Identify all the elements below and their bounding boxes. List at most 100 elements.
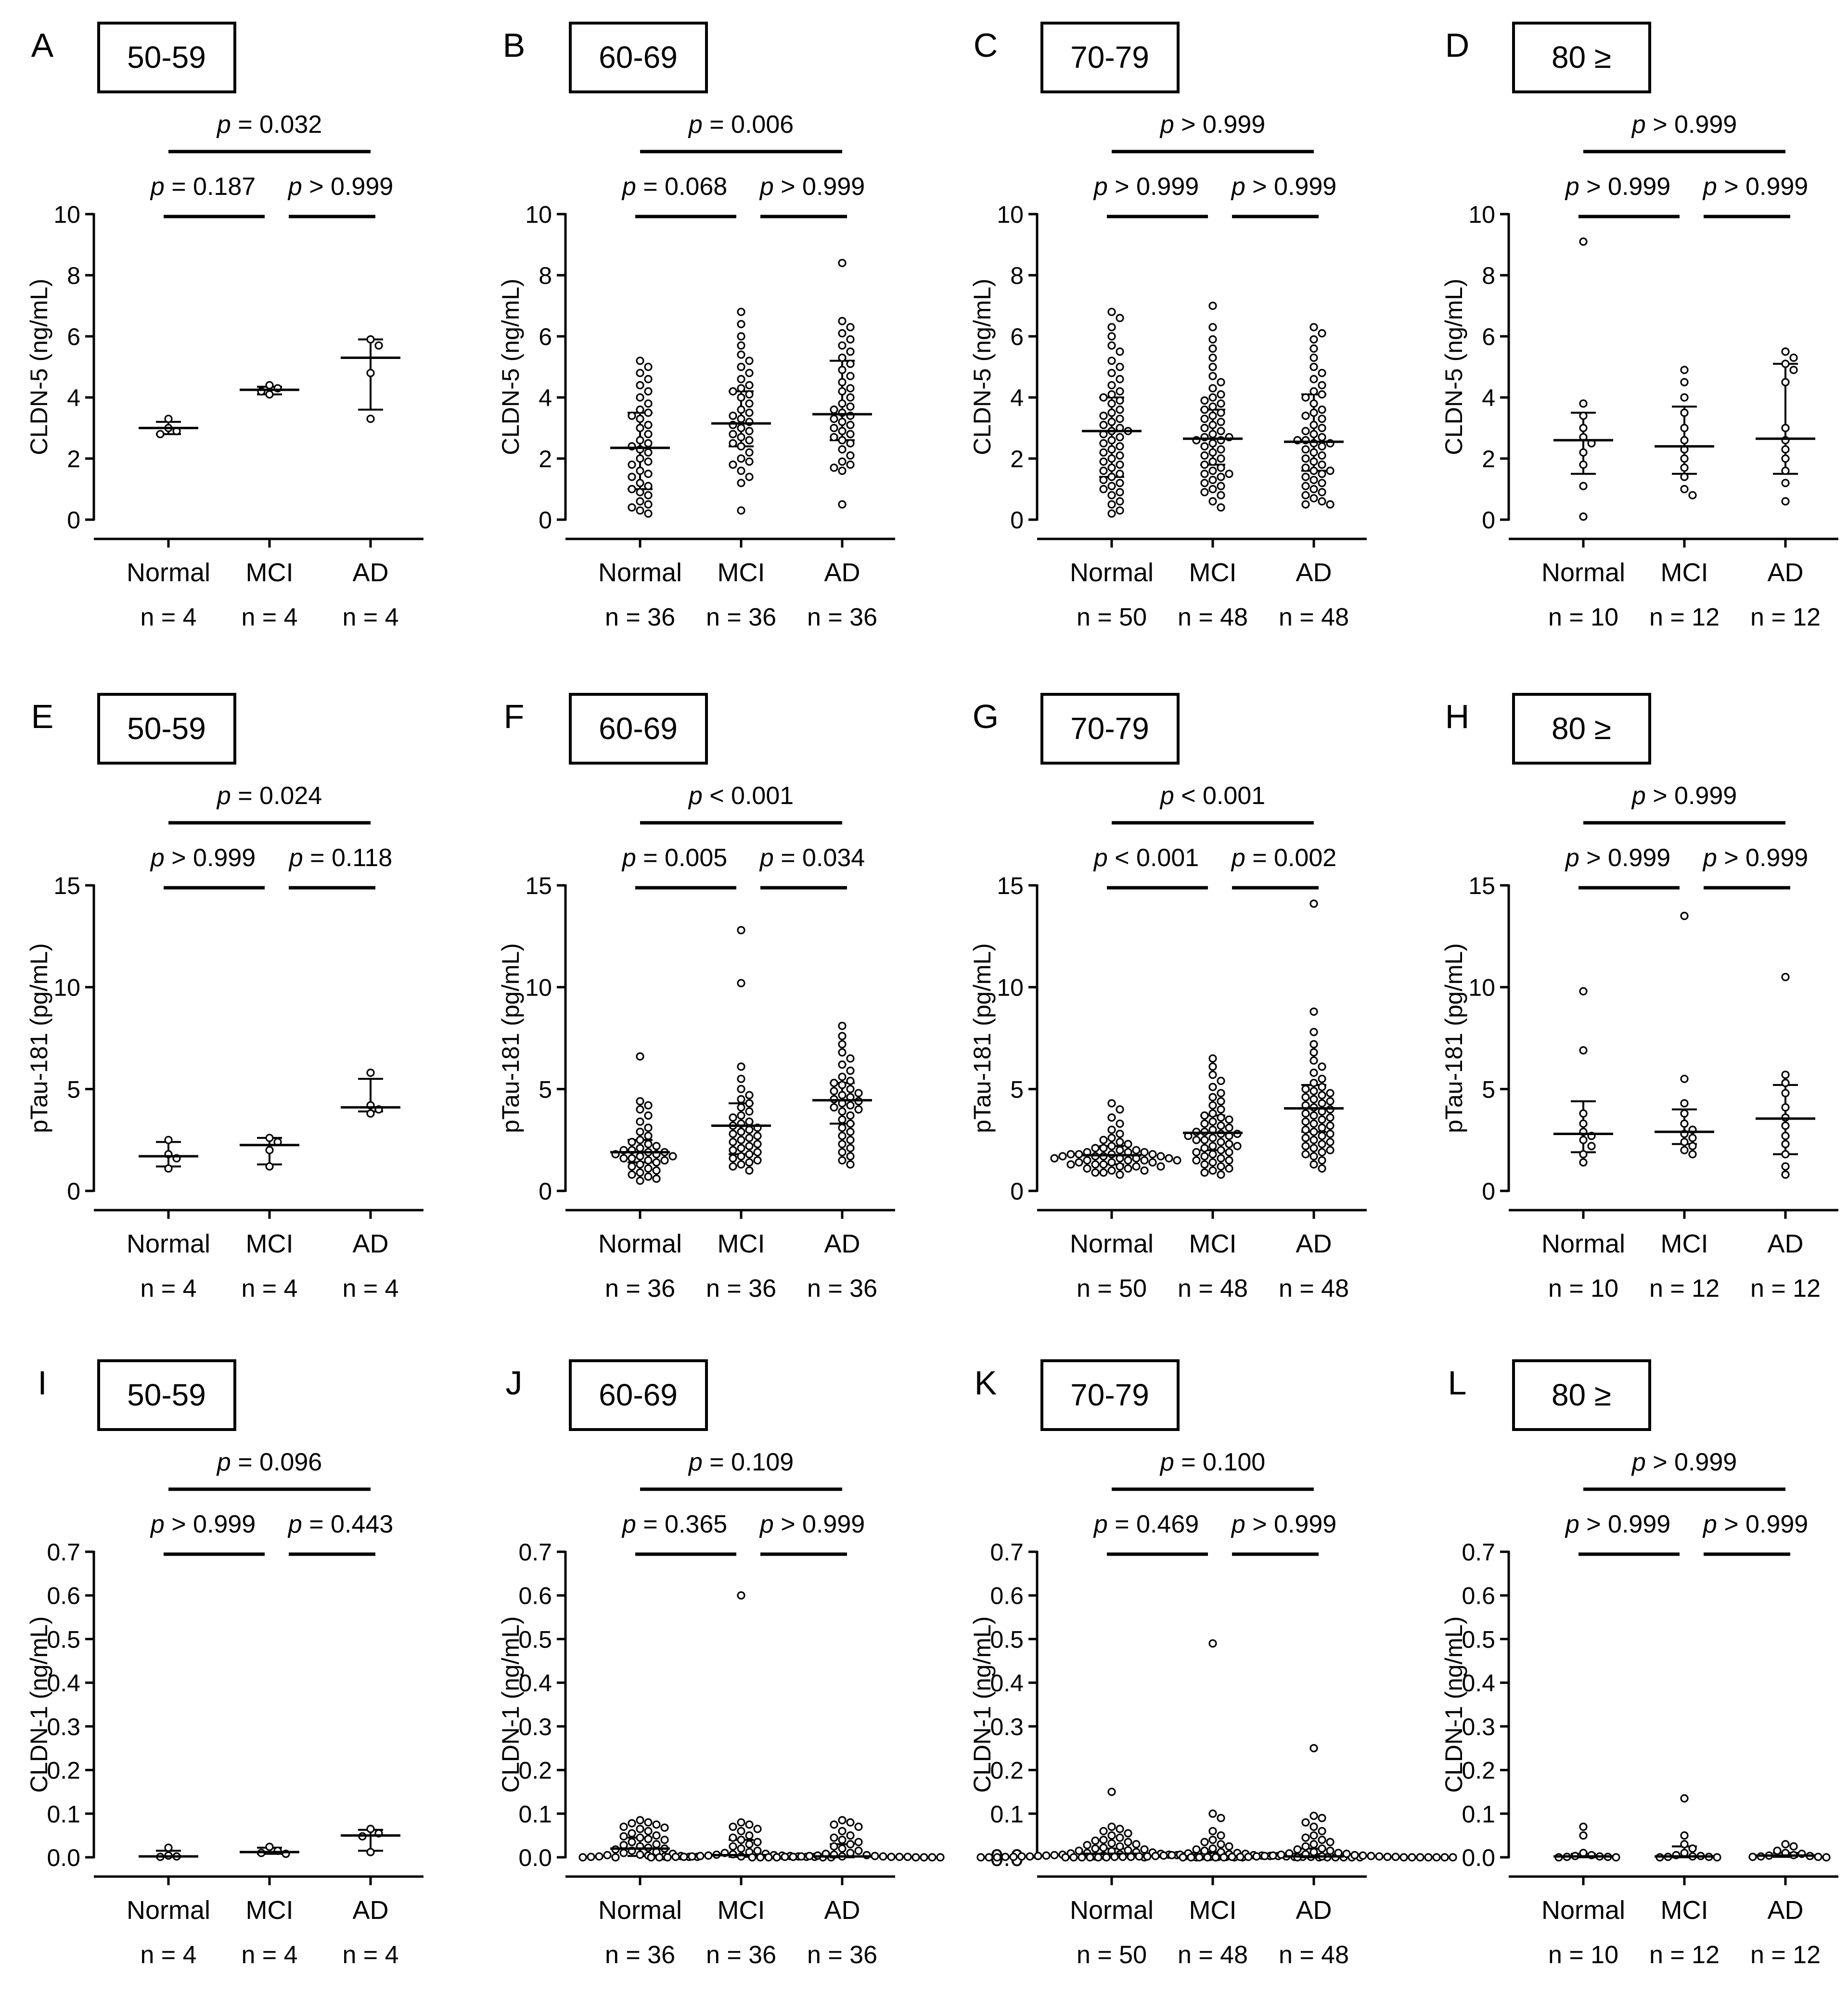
data-point — [619, 1822, 628, 1831]
data-point — [1091, 1168, 1100, 1177]
data-point — [1391, 1852, 1400, 1861]
data-point — [1293, 1845, 1302, 1854]
x-group-label: MCI — [246, 1229, 294, 1258]
data-point — [838, 500, 847, 509]
data-point — [1217, 1105, 1225, 1114]
data-point — [1042, 1851, 1051, 1860]
data-point — [729, 1129, 737, 1138]
data-point — [644, 387, 653, 396]
data-point — [838, 1148, 847, 1157]
y-axis-label: CLDN-5 (ng/mL) — [969, 279, 996, 455]
data-point — [1107, 482, 1116, 490]
y-tick-label: 0.4 — [518, 1670, 552, 1697]
data-point — [1217, 1097, 1225, 1106]
data-point — [1822, 1853, 1831, 1862]
data-point — [1244, 1852, 1253, 1861]
data-point — [753, 1148, 762, 1157]
data-point — [1058, 1152, 1067, 1161]
data-point — [1781, 1103, 1790, 1112]
data-point — [164, 1136, 173, 1144]
y-tick-label: 0 — [67, 507, 80, 534]
data-point — [1217, 1089, 1225, 1098]
n-label: n = 10 — [1548, 1275, 1618, 1303]
data-point — [1680, 454, 1689, 463]
p-value-mci-vs-ad: p > 0.999 — [1702, 173, 1808, 201]
data-point — [1116, 405, 1124, 414]
n-label: n = 10 — [1548, 1941, 1618, 1969]
data-point — [1173, 1156, 1181, 1165]
data-point — [1116, 1170, 1124, 1179]
y-tick-label: 10 — [53, 201, 80, 228]
data-point — [745, 1820, 754, 1829]
data-point — [1116, 506, 1124, 515]
panel-letter: A — [31, 26, 54, 64]
n-label: n = 36 — [807, 603, 877, 631]
data-point — [1309, 1007, 1318, 1016]
data-point — [1688, 1142, 1697, 1150]
data-point — [680, 1852, 688, 1861]
data-point — [1156, 1152, 1165, 1161]
data-point — [745, 1831, 754, 1840]
age-group-label: 60-69 — [599, 1378, 678, 1412]
age-group-box — [1040, 1359, 1180, 1431]
data-point — [1217, 418, 1225, 426]
data-point — [1116, 1842, 1124, 1851]
data-point — [265, 390, 274, 399]
data-point — [737, 1160, 745, 1169]
p-value-mci-vs-ad: p = 0.118 — [288, 844, 392, 872]
x-group-label: AD — [1767, 558, 1803, 587]
data-point — [1200, 414, 1209, 423]
data-point — [1208, 384, 1217, 393]
data-point — [1217, 454, 1225, 463]
data-point — [830, 423, 838, 433]
p-value-normal-vs-ad: p > 0.999 — [1631, 1448, 1737, 1476]
data-point — [1309, 1812, 1318, 1820]
data-point — [628, 1838, 636, 1846]
data-point — [1187, 1853, 1195, 1862]
data-point — [1309, 323, 1318, 332]
age-group-label: 80 ≥ — [1552, 1378, 1611, 1412]
p-value-normal-vs-mci: p = 0.365 — [621, 1510, 727, 1538]
data-point — [1301, 491, 1310, 499]
data-point — [636, 414, 644, 423]
data-point — [1116, 1137, 1124, 1146]
data-point — [644, 500, 653, 509]
p-value-normal-vs-mci: p < 0.001 — [1093, 844, 1199, 872]
data-point — [1102, 1853, 1111, 1862]
data-point — [1124, 1838, 1132, 1846]
data-point — [846, 1152, 855, 1161]
data-point — [1309, 494, 1318, 503]
x-group-label: MCI — [718, 1896, 765, 1925]
data-point — [1107, 307, 1116, 316]
data-point — [1208, 1109, 1217, 1118]
data-point — [830, 1820, 838, 1829]
y-tick-label: 0.1 — [47, 1801, 80, 1827]
data-point — [737, 506, 745, 515]
data-point — [636, 369, 644, 377]
data-point — [1208, 475, 1217, 485]
data-point — [1318, 1083, 1326, 1091]
data-point — [1148, 1150, 1157, 1159]
data-point — [1301, 500, 1310, 509]
data-point — [1116, 1833, 1124, 1842]
data-point — [846, 1840, 855, 1849]
data-point — [1781, 359, 1790, 368]
data-point — [1116, 1129, 1124, 1138]
y-tick-label: 5 — [1482, 1076, 1495, 1103]
data-point — [1200, 1136, 1209, 1144]
data-point — [628, 1829, 636, 1838]
data-point — [636, 357, 644, 365]
data-point — [1156, 1162, 1165, 1171]
data-point — [1217, 1146, 1225, 1154]
data-point — [1781, 1840, 1790, 1849]
y-tick-label: 10 — [525, 974, 552, 1001]
data-point — [745, 448, 754, 457]
data-point — [1301, 445, 1310, 454]
data-point — [1579, 460, 1588, 469]
data-point — [1301, 473, 1310, 481]
data-point — [1579, 1150, 1588, 1159]
data-point — [1200, 1152, 1209, 1161]
p-value-normal-vs-mci: p > 0.999 — [1093, 173, 1199, 201]
data-point — [636, 1816, 644, 1825]
